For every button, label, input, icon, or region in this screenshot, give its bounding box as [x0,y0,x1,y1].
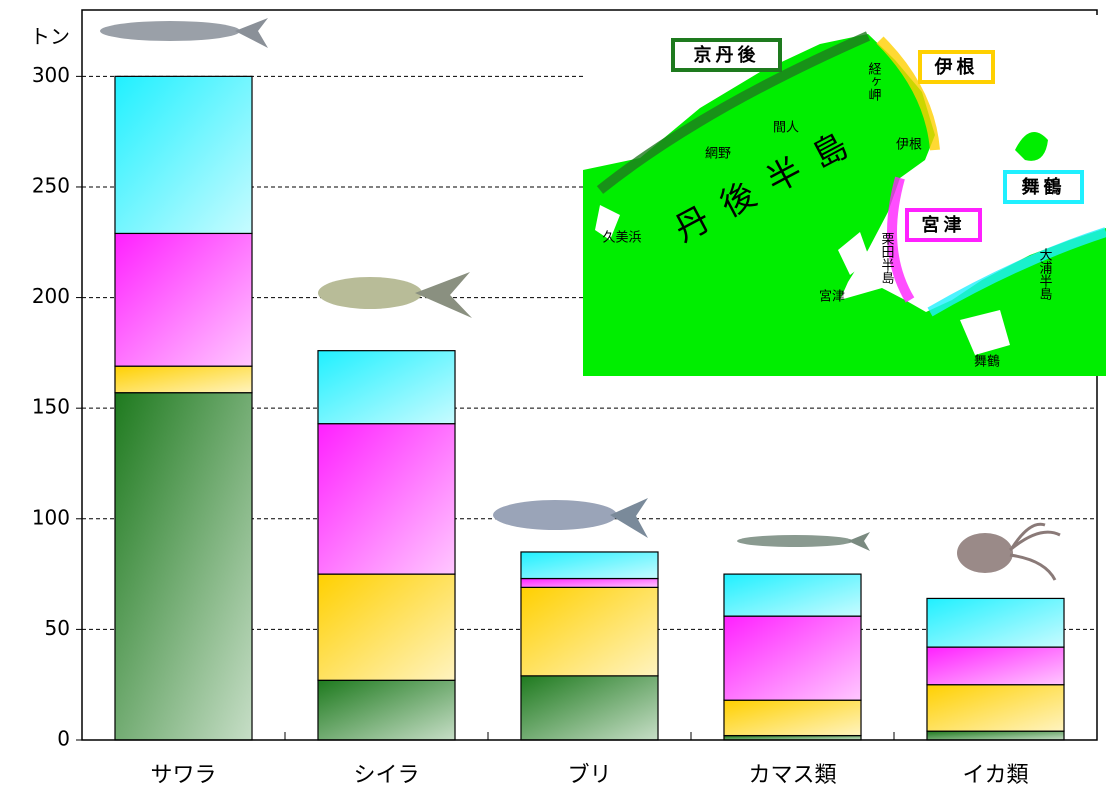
coast-strip [927,227,1106,317]
x-tick-label: イカ類 [962,763,1028,788]
y-tick-label: 150 [32,395,70,419]
y-tick-label: 50 [45,616,70,640]
x-tick-label: カマス類 [748,763,836,788]
legend-box [918,50,995,84]
x-tick-label: シイラ [353,763,419,788]
map-label: 間人 [773,121,799,136]
map-label: 伊根 [896,138,922,153]
coast-strip [596,31,871,194]
legend-label: 京丹後 [694,44,760,66]
legend-label: 舞鶴 [1022,176,1066,198]
y-tick-label: 0 [57,727,70,751]
bar-segment [926,597,1065,648]
y-tick-label: 200 [32,284,70,308]
map-label: 網野 [705,147,731,162]
map-label: 宮津 [819,289,845,305]
legend-box [671,38,782,72]
x-tick-label: サワラ [150,763,216,788]
coast-strip [887,176,915,303]
y-tick-label: 300 [32,63,70,87]
legend-box [905,208,982,242]
legend-box [1003,170,1084,204]
bar-segment [520,577,659,588]
bar-segment [114,75,253,235]
bar-segment [926,684,1065,732]
x-tick-label: ブリ [567,763,611,788]
bar-segment [723,615,862,701]
bar-segment [520,586,659,677]
bar-segment [114,365,253,394]
bar-segment [520,551,659,580]
y-axis-label: トン [30,25,70,49]
bar-segment [926,730,1065,741]
y-tick-label: 250 [32,173,70,197]
bar-segment [520,675,659,741]
bar-segment [317,350,456,425]
map-label: 栗田半島 [879,232,895,284]
fish-icons [100,18,1061,581]
y-tick-label: 100 [32,505,70,529]
bar-segment [926,646,1065,686]
map-label: 久美浜 [602,231,641,246]
legend-label: 宮津 [922,214,966,236]
bar-segment [723,699,862,737]
bar-segment [317,679,456,741]
map-label: 舞鶴 [974,354,1000,370]
legend-label: 伊根 [934,56,979,78]
coast-strip [876,36,940,151]
bar-segment [317,423,456,575]
map-label: 経ヶ岬 [866,62,882,101]
bar-segment [723,573,862,617]
map-label: 大浦半島 [1037,248,1053,300]
bar-segment [114,392,253,741]
bar-segment [114,232,253,367]
bar-segment [317,573,456,681]
